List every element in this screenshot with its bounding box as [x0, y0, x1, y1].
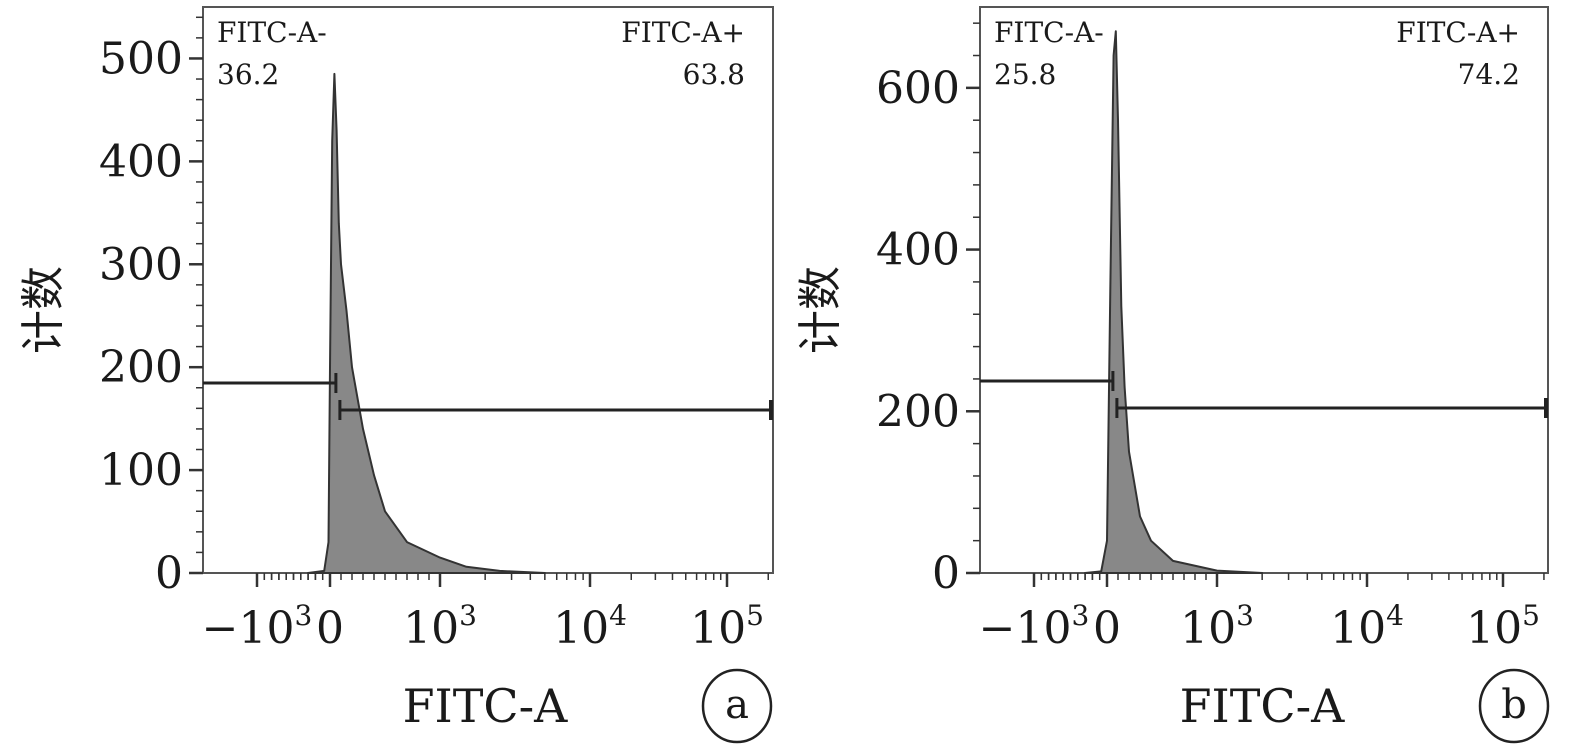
y-tick-label: 400 — [99, 136, 183, 187]
y-axis-title: 计数 — [795, 266, 846, 354]
x-tick-base: −10 — [202, 603, 295, 654]
x-tick-base: 10 — [1180, 603, 1236, 654]
x-tick-label: 104 — [553, 599, 627, 654]
panel-letter: b — [1501, 682, 1527, 728]
x-tick-exponent: 3 — [1072, 599, 1090, 632]
x-tick-exponent: 5 — [1522, 599, 1540, 632]
y-tick-label: 600 — [876, 63, 960, 114]
histogram-area — [307, 72, 546, 574]
y-tick-label: 200 — [876, 386, 960, 437]
panel-letter-circle — [701, 668, 773, 744]
gate-label-percent: 36.2 — [217, 58, 279, 91]
x-tick-base: 10 — [553, 603, 609, 654]
y-axis-title: 计数 — [18, 266, 69, 354]
y-tick-label: 300 — [99, 239, 183, 290]
x-tick-base: 0 — [316, 603, 344, 654]
x-tick-label: 103 — [1180, 599, 1254, 654]
panel-letter-circle — [1478, 668, 1550, 744]
gate-label-name: FITC-A+ — [621, 16, 745, 49]
x-tick-base: 0 — [1093, 603, 1121, 654]
x-tick-base: −10 — [979, 603, 1072, 654]
x-tick-exponent: 4 — [609, 599, 627, 632]
y-tick-label: 0 — [155, 548, 183, 599]
y-tick-label: 500 — [99, 33, 183, 84]
x-tick-label: 103 — [403, 599, 477, 654]
x-tick-label: 0 — [1093, 603, 1121, 654]
gate-label-percent: 74.2 — [1458, 58, 1520, 91]
plot-frame — [202, 6, 774, 574]
x-tick-base: 10 — [690, 603, 746, 654]
gate-label-percent: 25.8 — [994, 58, 1056, 91]
gate-label-name: FITC-A+ — [1396, 16, 1520, 49]
histogram-area — [1084, 30, 1264, 574]
panel-letter: a — [725, 682, 749, 728]
y-tick-label: 0 — [932, 548, 960, 599]
x-tick-label: 104 — [1330, 599, 1404, 654]
y-tick-label: 100 — [99, 445, 183, 496]
y-tick-label: 200 — [99, 342, 183, 393]
x-tick-exponent: 3 — [459, 599, 477, 632]
x-tick-exponent: 5 — [746, 599, 764, 632]
x-tick-exponent: 3 — [295, 599, 313, 632]
x-tick-label: −103 — [202, 599, 313, 654]
gate-label-name: FITC-A- — [217, 16, 327, 49]
x-axis-title: FITC-A — [1180, 679, 1346, 733]
x-tick-exponent: 4 — [1386, 599, 1404, 632]
x-tick-exponent: 3 — [1236, 599, 1254, 632]
x-tick-label: 105 — [690, 599, 764, 654]
x-tick-base: 10 — [1330, 603, 1386, 654]
x-tick-base: 10 — [403, 603, 459, 654]
gate-label-name: FITC-A- — [994, 16, 1104, 49]
x-tick-label: 105 — [1466, 599, 1540, 654]
x-tick-base: 10 — [1466, 603, 1522, 654]
x-tick-label: −103 — [979, 599, 1090, 654]
x-axis-title: FITC-A — [403, 679, 569, 733]
plot-frame — [979, 6, 1549, 574]
gate-label-percent: 63.8 — [683, 58, 745, 91]
y-tick-label: 400 — [876, 225, 960, 276]
x-tick-label: 0 — [316, 603, 344, 654]
